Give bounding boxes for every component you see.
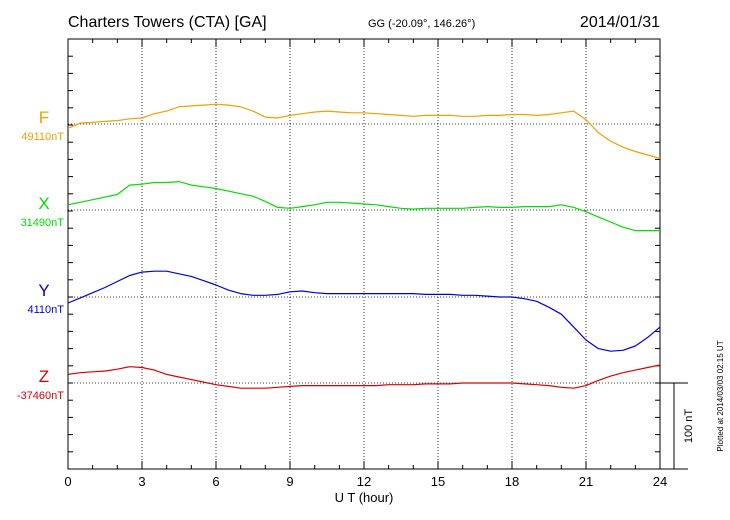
series-name-x: X bbox=[38, 194, 49, 213]
series-line-y bbox=[67, 270, 661, 352]
x-axis-label: U T (hour) bbox=[335, 490, 394, 505]
x-tick-label: 15 bbox=[431, 474, 445, 489]
x-tick-label: 18 bbox=[505, 474, 519, 489]
station-title: Charters Towers (CTA) [GA] bbox=[68, 14, 267, 31]
series-name-f: F bbox=[39, 108, 49, 127]
x-tick-label: 12 bbox=[357, 474, 371, 489]
series-baseline-f: 49110nT bbox=[21, 131, 64, 143]
grid bbox=[68, 39, 660, 469]
series-name-y: Y bbox=[38, 281, 49, 300]
scale-bar: 100 nT bbox=[660, 382, 695, 470]
series-line-x bbox=[67, 181, 660, 232]
x-tick-label: 21 bbox=[579, 474, 593, 489]
series-name-z: Z bbox=[39, 367, 49, 386]
scale-bar-label: 100 nT bbox=[683, 409, 695, 444]
series-baseline-x: 31490nT bbox=[21, 217, 65, 229]
series-group bbox=[67, 103, 661, 389]
series-line-z bbox=[67, 364, 661, 389]
plot-frame bbox=[67, 38, 661, 470]
x-tick-label: 24 bbox=[653, 474, 667, 489]
series-line-f bbox=[67, 103, 661, 159]
coordinates-label: GG (-20.09°, 146.26°) bbox=[368, 18, 475, 30]
x-tick-label: 6 bbox=[212, 474, 219, 489]
axis-ticks: 0 3 6 9 12 15 18 21 24 bbox=[64, 38, 667, 489]
x-tick-label: 3 bbox=[138, 474, 145, 489]
x-tick-label: 9 bbox=[286, 474, 293, 489]
series-baseline-z: -37460nT bbox=[17, 390, 64, 402]
date-label: 2014/01/31 bbox=[580, 14, 660, 31]
series-labels: F 49110nT X 31490nT Y 4110nT Z -37460nT bbox=[17, 108, 64, 402]
x-tick-label: 0 bbox=[64, 474, 71, 489]
plotted-timestamp: Plotted at 2014/03/03 02:15 UT bbox=[716, 340, 725, 451]
series-baseline-y: 4110nT bbox=[28, 304, 65, 316]
